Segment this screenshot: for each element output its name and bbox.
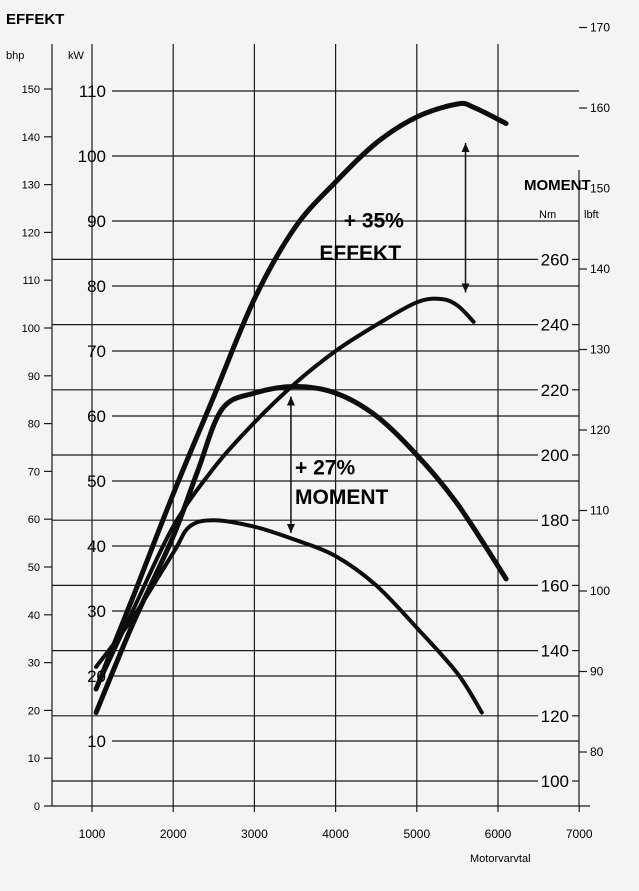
bhp-tick-label: 10 [28,753,40,765]
annotation-text-3: + 27% [295,457,355,480]
bhp-tick-label: 100 [22,323,40,335]
kw-axis-unit: kW [68,50,85,62]
kw-tick-label: 10 [87,732,106,751]
nm-tick-label: 240 [541,316,569,335]
nm-tick-label: 140 [541,642,569,661]
lbft-tick-label: 110 [590,504,609,518]
bhp-tick-label: 150 [22,84,40,96]
lbft-tick-label: 140 [590,262,610,276]
lbft-tick-label: 80 [590,745,604,759]
bhp-tick-label: 140 [22,132,40,144]
lbft-tick-label: 90 [590,665,604,679]
annotation-arrow-2 [286,396,295,533]
kw-tick-label: 20 [87,667,106,686]
bhp-tick-label: 130 [22,180,40,192]
tick-labels: 1000 2000 3000 4000 5000 6000 7000102030405060… [22,21,611,842]
kw-tick-label: 100 [78,147,106,166]
x-tick-label: 3000 [241,827,268,841]
x-tick-label: 4000 [322,827,349,841]
right-title: MOMENT [524,177,591,194]
annotation-arrow-1 [461,143,470,293]
bhp-tick-label: 90 [28,371,40,383]
curves [93,100,509,715]
x-tick-label: 6000 [485,827,512,841]
nm-tick-label: 220 [541,381,569,400]
kw-tick-label: 80 [87,277,106,296]
lbft-axis-unit: lbft [584,209,599,221]
annotation-text-2: EFFEKT [319,242,401,265]
nm-tick-label: 120 [541,707,569,726]
bhp-tick-label: 50 [28,562,40,574]
kw-tick-label: 110 [79,82,106,101]
nm-tick-label: 100 [541,772,569,791]
annotation-text-1: + 35% [344,210,404,233]
kw-tick-label: 30 [87,602,106,621]
lbft-tick-label: 130 [590,343,610,357]
bhp-tick-label: 80 [28,419,40,431]
bhp-tick-label: 120 [22,227,40,239]
nm-tick-label: 160 [541,576,569,595]
annotation-text-4: MOMENT [295,486,388,509]
annotations: + 35% EFFEKT + 27% MOMENT [286,143,470,533]
x-axis-label: Motorvarvtal [470,853,531,865]
x-tick-label: 7000 [566,827,593,841]
kw-tick-label: 90 [87,212,106,231]
kw-tick-label: 60 [87,407,106,426]
grid [44,26,590,812]
series-line-3 [93,384,509,715]
nm-tick-label: 260 [541,250,569,269]
lbft-tick-label: 100 [590,584,610,598]
bhp-tick-label: 70 [28,466,40,478]
kw-tick-label: 70 [87,342,106,361]
bhp-axis-unit: bhp [6,50,24,62]
series-line-1 [93,100,509,692]
lbft-tick-label: 150 [590,182,610,196]
x-tick-label: 1000 [79,827,106,841]
bhp-tick-label: 40 [28,610,40,622]
bhp-tick-label: 30 [28,658,40,670]
bhp-tick-label: 60 [28,514,40,526]
bhp-tick-label: 110 [22,275,40,287]
kw-tick-label: 50 [87,472,106,491]
bhp-tick-label: 0 [34,801,40,813]
lbft-tick-label: 160 [590,101,610,115]
lbft-tick-label: 120 [590,423,610,437]
nm-tick-label: 200 [541,446,569,465]
series-line-4 [94,518,484,715]
nm-tick-label: 180 [541,511,569,530]
nm-axis-unit: Nm [539,209,556,221]
kw-tick-label: 40 [87,537,106,556]
x-tick-label: 5000 [403,827,430,841]
series-line-2 [94,296,476,691]
x-tick-label: 2000 [160,827,187,841]
bhp-tick-label: 20 [28,705,40,717]
chart-title: EFFEKT [6,11,64,28]
lbft-tick-label: 170 [590,21,610,35]
